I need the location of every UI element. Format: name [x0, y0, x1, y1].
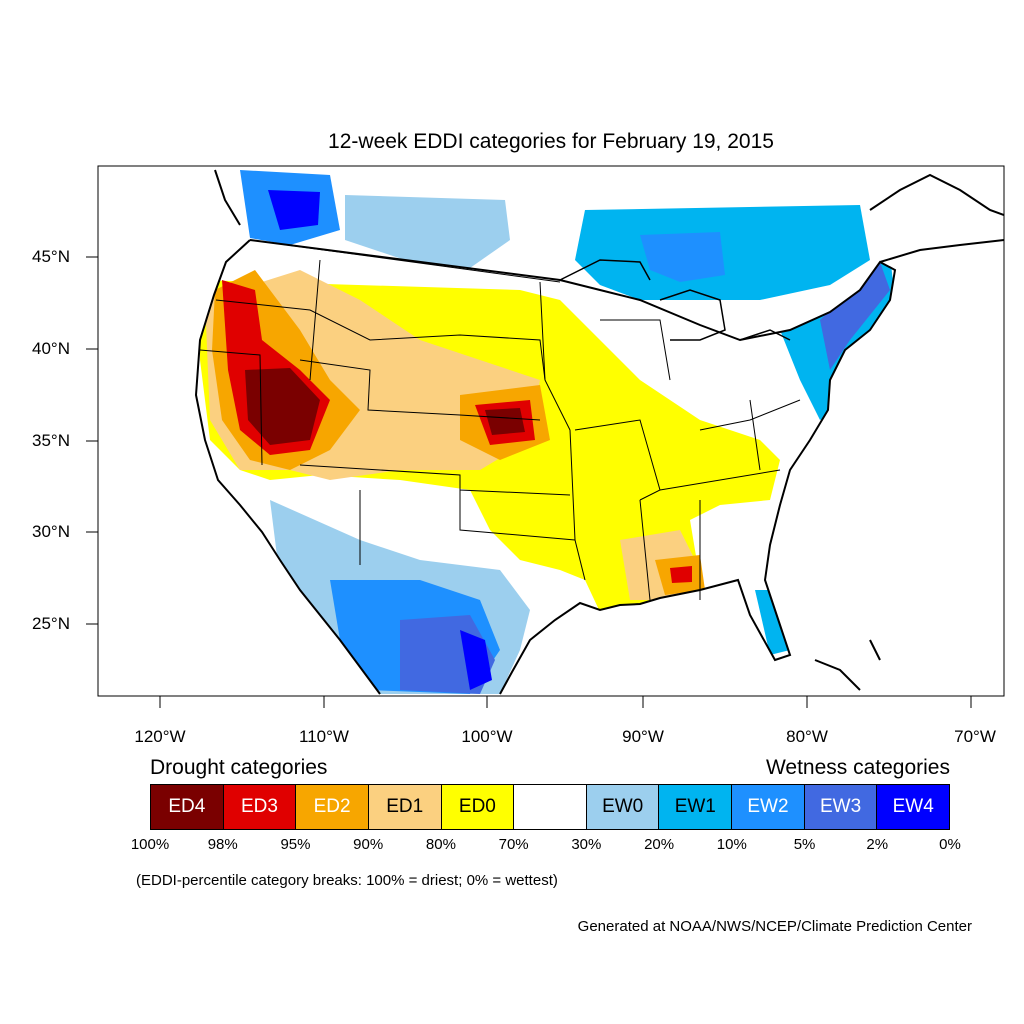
legend-box-ew1: EW1 — [659, 785, 733, 829]
region-ed3-red-alabama — [670, 566, 692, 583]
credit-line: Generated at NOAA/NWS/NCEP/Climate Predi… — [577, 918, 972, 935]
us-outline — [194, 239, 897, 695]
map-title: 12-week EDDI categories for February 19,… — [328, 130, 774, 153]
region-ed4-kansas — [485, 408, 525, 435]
lon-label-80w: 80°W — [786, 727, 828, 746]
region-canada-central-ew0 — [345, 195, 510, 268]
region-canada-east-ew1 — [575, 205, 870, 300]
legend-colorbar: ED4 ED3 ED2 ED1 ED0 EW0 EW1 EW2 EW3 EW4 — [150, 784, 950, 830]
legend-box-ed0: ED0 — [441, 785, 515, 829]
legend-box-ed4: ED4 — [151, 785, 224, 829]
legend-break-label: 30% — [571, 836, 602, 853]
legend-break-label: 100% — [130, 836, 170, 853]
region-ed4-great-basin — [245, 368, 320, 445]
break-note: (EDDI-percentile category breaks: 100% =… — [136, 872, 558, 889]
legend-break-label: 98% — [207, 836, 238, 853]
legend-box-ew2: EW2 — [732, 785, 805, 829]
drought-categories-header: Drought categories — [150, 756, 328, 779]
region-canada-west-ew4 — [268, 190, 320, 230]
legend-break-label: 2% — [866, 836, 889, 853]
legend-break-label: 70% — [498, 836, 529, 853]
region-canada-east-ew2 — [640, 232, 725, 282]
lat-label-25n: 25°N — [32, 614, 70, 633]
lat-label-35n: 35°N — [32, 431, 70, 450]
bahamas-cuba — [814, 639, 881, 691]
axis-ticks — [86, 256, 972, 708]
lat-label-45n: 45°N — [32, 247, 70, 266]
lon-label-70w: 70°W — [954, 727, 996, 746]
legend-break-label: 80% — [425, 836, 456, 853]
map-plot-area — [98, 166, 1004, 696]
wetness-categories-header: Wetness categories — [765, 756, 950, 779]
legend-box-normal — [514, 785, 587, 829]
lon-label-120w: 120°W — [134, 727, 186, 746]
legend-break-label: 0% — [939, 836, 961, 853]
legend-break-label: 90% — [353, 836, 384, 853]
legend-break-label: 5% — [793, 836, 816, 853]
legend-box-ew4: EW4 — [877, 785, 950, 829]
legend-box-ew0: EW0 — [586, 785, 660, 829]
legend-box-ed3: ED3 — [223, 785, 297, 829]
legend-break-label: 10% — [716, 836, 747, 853]
lon-label-110w: 110°W — [299, 727, 349, 746]
legend-break-label: 95% — [280, 836, 311, 853]
lat-label-30n: 30°N — [32, 522, 70, 541]
lon-label-90w: 90°W — [622, 727, 664, 746]
legend-box-ed2: ED2 — [296, 785, 369, 829]
great-lakes — [559, 259, 791, 341]
lat-label-40n: 40°N — [32, 339, 70, 358]
canada-coast — [214, 169, 1004, 263]
map-frame — [97, 165, 1005, 697]
legend-box-ed1: ED1 — [368, 785, 442, 829]
legend-box-ew3: EW3 — [804, 785, 878, 829]
region-southwest-ew4 — [460, 630, 492, 690]
legend-break-label: 20% — [644, 836, 675, 853]
region-northeast-ew3 — [820, 262, 890, 370]
lon-label-100w: 100°W — [461, 727, 513, 746]
